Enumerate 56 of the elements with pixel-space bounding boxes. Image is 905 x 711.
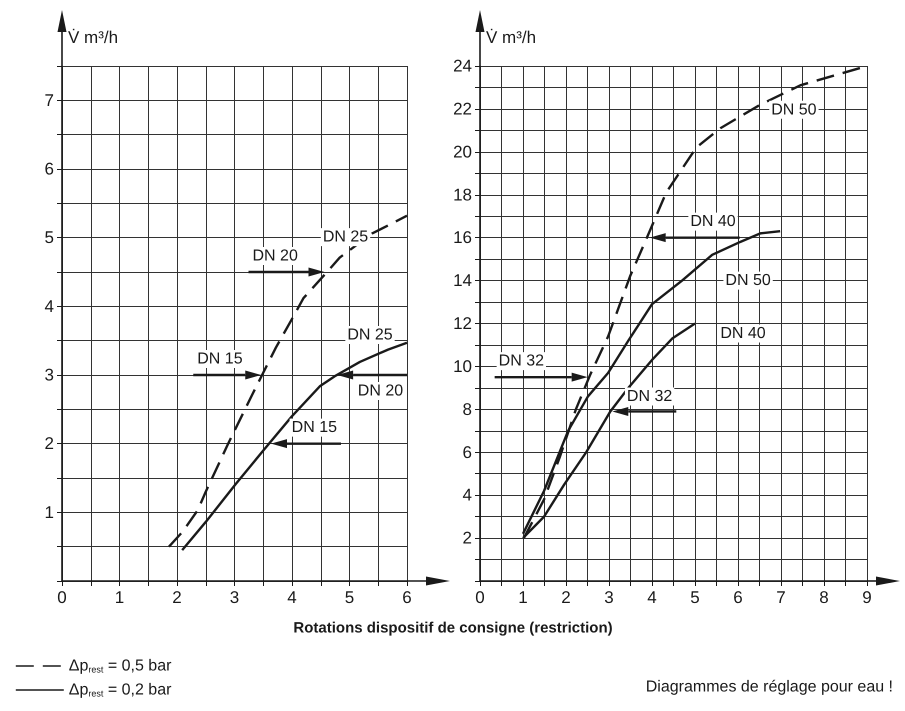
x-axis-title: Rotations dispositif de consigne (restriction) (293, 620, 613, 636)
y-tick-label: 6 (44, 160, 54, 178)
y-tick-label: 3 (44, 366, 54, 384)
x-tick-label: 2 (172, 588, 182, 607)
y-tick-label: 14 (453, 271, 472, 290)
y-tick-label: 5 (44, 228, 54, 248)
y-tick-label: 4 (44, 296, 54, 316)
x-tick-label: 3 (230, 588, 240, 607)
annotation: DN 15 (197, 350, 243, 368)
x-tick-label: 4 (287, 588, 297, 607)
annotation: DN 40 (690, 213, 736, 230)
x-tick-label: 0 (475, 588, 485, 607)
legend-label: Δprest = 0,2 bar (68, 682, 172, 698)
x-tick-label: 3 (604, 588, 614, 607)
x-tick-label: 8 (819, 588, 829, 607)
y-tick-label: 16 (453, 228, 472, 248)
x-tick-label: 1 (114, 588, 124, 607)
line-series (168, 214, 408, 548)
annotation: DN 32 (626, 388, 672, 405)
annotation: DN 20 (358, 382, 404, 400)
x-tick-label: 6 (402, 588, 412, 607)
y-tick-label: 20 (453, 142, 472, 162)
y-tick-label: 24 (453, 56, 472, 76)
x-tick-label: 5 (690, 588, 700, 607)
y-tick-label: 1 (44, 502, 54, 522)
annotation: DN 25 (347, 326, 393, 344)
y-tick-label: 10 (453, 356, 472, 376)
x-tick-label: 4 (647, 588, 657, 607)
annotation: DN 15 (292, 419, 338, 436)
text: Diagrammes de réglage pour eau ! (646, 678, 893, 696)
y-tick-label: 12 (453, 314, 472, 333)
x-tick-label: 7 (776, 588, 786, 607)
y-tick-label: 22 (453, 99, 472, 118)
y-tick-label: 2 (462, 528, 472, 548)
y-tick-label: 8 (462, 400, 472, 419)
annotation: DN 32 (498, 352, 544, 370)
y-tick-label: 2 (44, 434, 54, 454)
x-tick-label: 5 (344, 588, 354, 607)
annotation: DN 25 (322, 228, 368, 246)
y-tick-label: 7 (44, 90, 54, 110)
x-tick-label: 6 (733, 588, 743, 607)
x-tick-label: 2 (561, 588, 571, 607)
annotation: DN 50 (725, 272, 771, 290)
x-tick-label: 0 (57, 588, 67, 607)
annotation: DN 20 (252, 248, 298, 264)
y-axis-title: V̇ m³/h (68, 28, 118, 47)
annotation: DN 40 (720, 325, 766, 342)
y-axis-title: V̇ m³/h (486, 28, 536, 47)
y-tick-label: 6 (462, 442, 472, 462)
x-tick-label: 1 (518, 588, 528, 607)
y-tick-label: 18 (453, 185, 472, 204)
line-series (180, 342, 408, 552)
annotation: DN 50 (771, 101, 817, 118)
y-tick-label: 4 (462, 486, 472, 505)
x-tick-label: 9 (862, 588, 872, 607)
legend-label: Δprest = 0,5 bar (68, 658, 172, 674)
